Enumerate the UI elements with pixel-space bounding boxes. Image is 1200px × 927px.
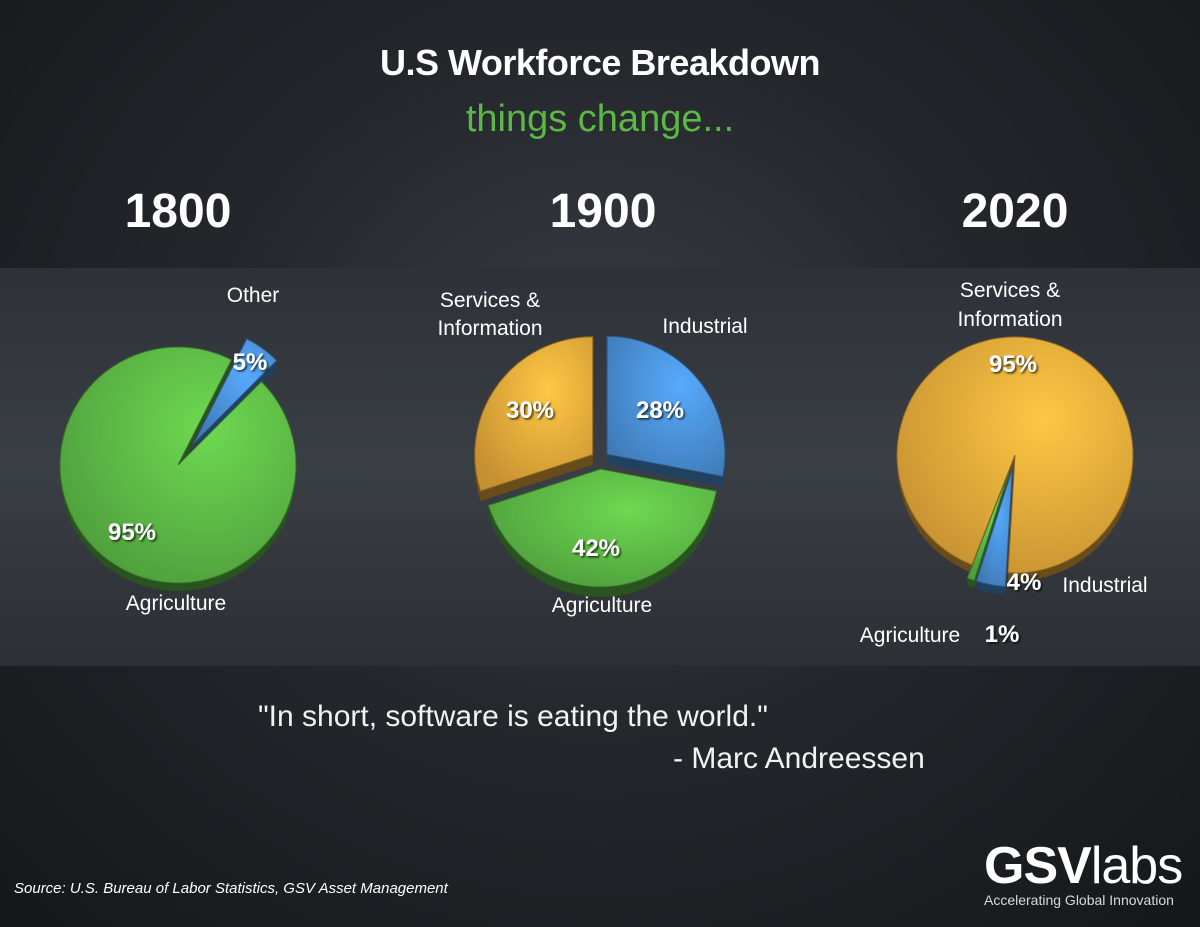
year-2020-title: 2020: [961, 185, 1069, 238]
category-label-2020-agriculture: Agriculture: [860, 624, 960, 647]
category-label-2020-services-information-line1: Services &: [960, 279, 1060, 302]
slice-1800-agriculture: [59, 346, 297, 584]
category-label-1900-agriculture: Agriculture: [552, 594, 652, 617]
slice-1900-agriculture: [487, 468, 718, 588]
value-label-2020-industrial: 4%: [1007, 569, 1042, 596]
quote-author: - Marc Andreessen: [673, 742, 925, 775]
page-subtitle: things change...: [465, 98, 735, 140]
source-note: Source: U.S. Bureau of Labor Statistics,…: [14, 880, 448, 897]
value-label-2020-agriculture: 1%: [985, 621, 1020, 648]
category-label-1900-industrial: Industrial: [662, 315, 747, 338]
year-1800-title: 1800: [124, 185, 232, 238]
gsvlabs-logo: GSVlabs Accelerating Global Innovation: [984, 840, 1194, 908]
value-label-1900-industrial: 28%: [636, 397, 684, 424]
category-label-1800-other: Other: [227, 284, 280, 307]
value-label-1900-agriculture: 42%: [572, 535, 620, 562]
slice-1800-other: [192, 338, 278, 445]
slice-2020-services-information: [896, 336, 1134, 574]
category-label-1900-services-information-line1: Services &: [440, 289, 540, 312]
value-label-1900-services-information: 30%: [506, 397, 554, 424]
year-1900-title: 1900: [549, 185, 657, 238]
logo-bold: GSV: [984, 837, 1092, 895]
value-label-2020-services-information: 95%: [989, 351, 1037, 378]
logo-wordmark: GSVlabs: [984, 840, 1194, 892]
slice-1900-industrial: [606, 335, 726, 478]
logo-tagline: Accelerating Global Innovation: [984, 892, 1174, 908]
value-label-1800-agriculture: 95%: [108, 519, 156, 546]
category-label-1900-services-information-line2: Information: [437, 317, 542, 340]
category-label-2020-services-information-line2: Information: [957, 308, 1062, 331]
slice-1900-services-information: [474, 336, 594, 492]
logo-light: labs: [1090, 837, 1183, 895]
value-label-1800-other: 5%: [233, 349, 268, 376]
pie-1900: 28% Industrial 42% Agriculture 30% Services &…: [437, 289, 747, 617]
page-title: U.S Workforce Breakdown: [380, 42, 820, 83]
category-label-2020-industrial: Industrial: [1062, 574, 1147, 597]
pie-1800: 5% Other 95% Agriculture: [59, 284, 297, 615]
pie-2020: 4% Industrial 1% Agriculture 95% Services & In…: [860, 279, 1148, 648]
slice-2020-agriculture: [966, 468, 1011, 582]
quote-text: "In short, software is eating the world.…: [258, 700, 768, 733]
category-label-1800-agriculture: Agriculture: [126, 592, 226, 615]
slice-2020-industrial: [975, 468, 1013, 588]
